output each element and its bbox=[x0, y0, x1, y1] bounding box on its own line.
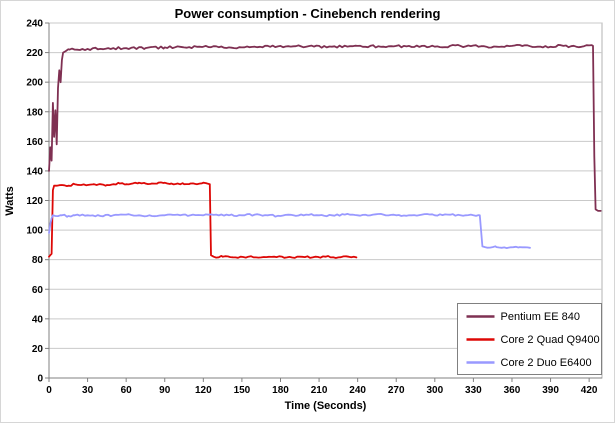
series-line-core-2-quad-q9400 bbox=[48, 181, 358, 259]
x-tick-label: 180 bbox=[272, 385, 289, 396]
y-tick-label: 80 bbox=[32, 255, 44, 266]
legend-label: Pentium EE 840 bbox=[501, 311, 581, 323]
legend-entry: Pentium EE 840 bbox=[466, 311, 581, 323]
legend-entry: Core 2 Duo E6400 bbox=[466, 357, 592, 369]
chart-title: Power consumption - Cinebench rendering bbox=[174, 6, 441, 21]
x-tick-label: 210 bbox=[311, 385, 328, 396]
y-tick-label: 60 bbox=[32, 285, 44, 296]
x-tick-label: 390 bbox=[542, 385, 559, 396]
series-line-core-2-duo-e6400 bbox=[48, 213, 531, 249]
y-tick-label: 120 bbox=[26, 196, 43, 207]
y-tick-label: 0 bbox=[37, 374, 43, 385]
x-tick-label: 150 bbox=[234, 385, 251, 396]
y-tick-label: 40 bbox=[32, 314, 44, 325]
x-tick-label: 300 bbox=[426, 385, 443, 396]
y-tick-label: 140 bbox=[26, 166, 43, 177]
series-line-pentium-ee-840 bbox=[48, 44, 602, 212]
x-tick-label: 270 bbox=[388, 385, 405, 396]
x-tick-label: 420 bbox=[581, 385, 598, 396]
y-tick-label: 160 bbox=[26, 137, 43, 148]
y-tick-label: 20 bbox=[32, 344, 44, 355]
x-tick-label: 360 bbox=[504, 385, 521, 396]
legend-label: Core 2 Duo E6400 bbox=[501, 357, 592, 369]
y-tick-label: 100 bbox=[26, 226, 43, 237]
legend-label: Core 2 Quad Q9400 bbox=[501, 334, 600, 346]
y-tick-label: 240 bbox=[26, 19, 43, 30]
x-tick-label: 240 bbox=[349, 385, 366, 396]
y-tick-label: 220 bbox=[26, 48, 43, 59]
x-tick-label: 90 bbox=[159, 385, 171, 396]
x-axis-title: Time (Seconds) bbox=[284, 400, 367, 412]
x-tick-label: 0 bbox=[46, 385, 52, 396]
y-tick-label: 200 bbox=[26, 78, 43, 89]
x-tick-label: 330 bbox=[465, 385, 482, 396]
legend-entry: Core 2 Quad Q9400 bbox=[466, 334, 600, 346]
x-tick-label: 60 bbox=[121, 385, 133, 396]
x-tick-label: 120 bbox=[195, 385, 212, 396]
x-tick-label: 30 bbox=[82, 385, 94, 396]
y-tick-label: 180 bbox=[26, 107, 43, 118]
